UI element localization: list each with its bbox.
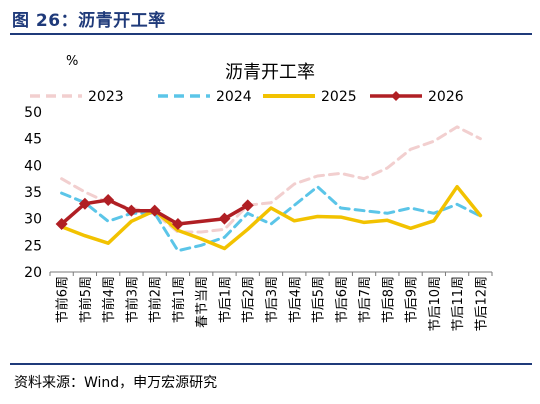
series-line-2025 <box>59 184 483 251</box>
x-tick-label: 节后7周 <box>358 276 373 323</box>
x-tick-label: 春节当周 <box>195 276 210 328</box>
x-tick-label: 节后12周 <box>474 276 489 332</box>
source-divider <box>10 363 532 365</box>
source-note: 资料来源：Wind，申万宏源研究 <box>14 375 218 391</box>
data-point-2026 <box>148 204 161 217</box>
x-tick-label: 节后6周 <box>335 276 350 323</box>
x-tick-label: 节前3周 <box>124 276 140 323</box>
y-tick-label: 40 <box>24 158 42 174</box>
data-point-2026 <box>125 204 138 217</box>
x-tick-label: 节前1周 <box>171 276 187 323</box>
data-point-2026 <box>102 194 115 206</box>
y-tick-label: 25 <box>24 238 42 254</box>
title-divider <box>10 33 532 35</box>
legend-marker-2026 <box>391 91 401 101</box>
series-line-2024 <box>60 185 482 253</box>
legend-label-2024: 2024 <box>216 89 252 105</box>
chart-title: 沥青开工率 <box>225 62 315 83</box>
y-tick-label: 35 <box>24 185 42 201</box>
legend-label-2023: 2023 <box>88 89 124 105</box>
x-tick-label: 节后5周 <box>312 276 327 323</box>
figure-title: 图 26：沥青开工率 <box>12 11 166 31</box>
x-tick-label: 节后8周 <box>381 276 396 323</box>
x-tick-label: 节后2周 <box>242 276 257 323</box>
x-tick-label: 节后9周 <box>405 276 420 323</box>
data-point-2026 <box>241 199 254 212</box>
legend-label-2025: 2025 <box>321 89 357 105</box>
x-tick-label: 节前2周 <box>148 276 164 323</box>
x-tick-label: 节后3周 <box>265 276 280 323</box>
y-tick-label: 30 <box>24 212 42 228</box>
x-tick-label: 节后4周 <box>288 276 303 323</box>
y-axis-unit: % <box>66 54 78 69</box>
x-tick-label: 节前4周 <box>101 276 117 323</box>
chart: 沥青开工率%2023 2024 2025 202620253035404550节前6周… <box>24 54 493 332</box>
x-tick-label: 节后10周 <box>428 276 443 332</box>
data-point-2026 <box>171 218 184 230</box>
x-tick-label: 节前6周 <box>55 276 71 323</box>
x-tick-label: 节前5周 <box>78 276 94 323</box>
y-tick-label: 45 <box>24 132 42 148</box>
x-tick-label: 节后11周 <box>451 276 466 332</box>
data-point-2026 <box>78 197 91 210</box>
data-point-2026 <box>218 212 231 225</box>
series-line-2023 <box>60 125 482 234</box>
y-tick-label: 50 <box>24 105 42 121</box>
x-tick-label: 节后1周 <box>218 276 233 323</box>
data-point-2026 <box>55 218 68 230</box>
y-tick-label: 20 <box>24 265 42 281</box>
legend-label-2026: 2026 <box>428 89 464 105</box>
